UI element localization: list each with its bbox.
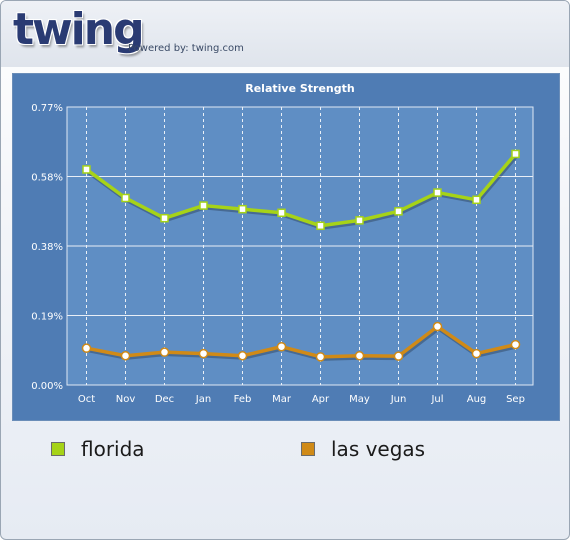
data-point-las-vegas — [393, 351, 404, 361]
twing-logo[interactable]: twing — [13, 4, 145, 55]
data-point-florida — [82, 165, 91, 174]
y-tick-label: 0.38% — [31, 242, 63, 253]
chart-panel: Relative Strength 0.00% 0.19% 0.38% 0.58% 0.7… — [12, 73, 560, 421]
logo-text: twing — [13, 4, 145, 55]
legend-label-las-vegas: las vegas — [331, 437, 426, 461]
legend-item-las-vegas[interactable]: las vegas — [301, 437, 425, 461]
y-tick-label: 0.58% — [31, 173, 63, 184]
data-point-florida — [277, 208, 286, 218]
y-tick-label: 0.00% — [31, 381, 63, 392]
data-point-las-vegas — [81, 343, 92, 353]
x-tick-label: Jul — [430, 394, 443, 405]
data-point-las-vegas — [315, 352, 326, 362]
x-tick-label: Sep — [506, 394, 525, 405]
data-point-florida — [472, 195, 481, 205]
legend-swatch-las-vegas — [301, 442, 315, 456]
x-tick-label: Oct — [78, 394, 95, 405]
legend: florida las vegas — [1, 431, 569, 471]
legend-item-florida[interactable]: florida — [51, 437, 145, 461]
data-point-las-vegas — [510, 339, 521, 350]
x-tick-label: Apr — [312, 394, 330, 405]
data-point-las-vegas — [159, 347, 170, 357]
data-point-florida — [433, 188, 442, 197]
x-tick-label: Jun — [390, 394, 407, 405]
data-point-florida — [238, 204, 247, 214]
y-tick-label: 0.77% — [31, 103, 63, 114]
x-tick-label: Dec — [155, 394, 174, 405]
data-point-las-vegas — [432, 321, 443, 332]
data-point-las-vegas — [354, 351, 365, 361]
legend-swatch-florida — [51, 442, 65, 456]
chart-title: Relative Strength — [245, 82, 354, 95]
x-tick-label: Nov — [116, 394, 136, 405]
data-point-las-vegas — [276, 341, 287, 352]
y-tick-label: 0.19% — [31, 312, 63, 323]
series-line-las-vegas — [86, 324, 516, 359]
data-point-las-vegas — [120, 351, 131, 361]
x-tick-label: Aug — [467, 394, 487, 405]
x-tick-label: May — [349, 394, 370, 405]
powered-by-text: Powered by: twing.com — [128, 43, 244, 54]
x-tick-label: Mar — [272, 394, 292, 405]
data-point-florida — [121, 193, 130, 203]
data-point-florida — [160, 213, 169, 223]
data-point-florida — [394, 207, 403, 216]
data-point-florida — [355, 216, 364, 225]
legend-label-florida: florida — [81, 437, 145, 461]
data-point-florida — [199, 201, 208, 210]
data-point-las-vegas — [471, 348, 482, 359]
data-point-florida — [316, 221, 325, 231]
line-chart: Relative Strength 0.00% 0.19% 0.38% 0.58% 0.7… — [31, 82, 534, 405]
data-point-las-vegas — [198, 348, 209, 359]
data-point-florida — [511, 149, 520, 159]
data-point-las-vegas — [237, 351, 248, 361]
header-bar: twing Powered by: twing.com — [1, 1, 569, 67]
series-line-florida — [85, 152, 517, 228]
x-tick-label: Feb — [234, 394, 252, 405]
x-tick-label: Jan — [195, 394, 211, 405]
